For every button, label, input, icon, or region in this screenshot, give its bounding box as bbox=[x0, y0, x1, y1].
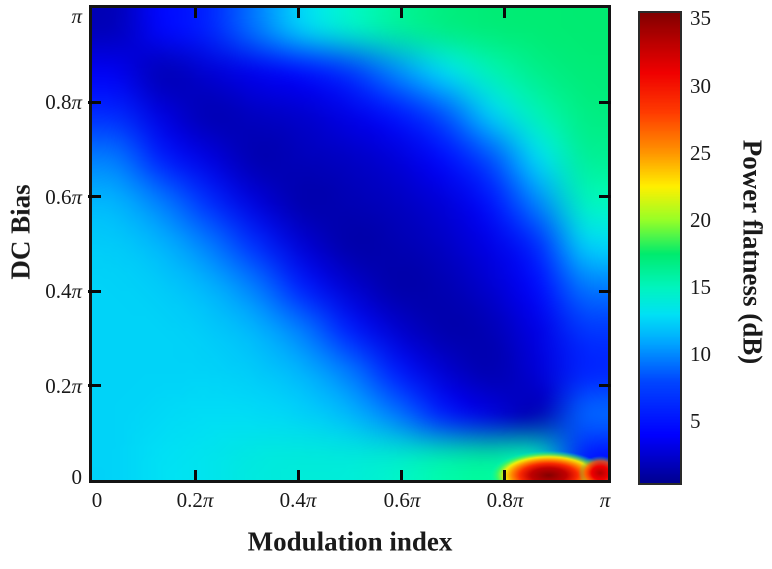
axis-tick bbox=[400, 470, 404, 480]
colorbar-tick-label: 35 bbox=[690, 6, 711, 30]
axis-tick bbox=[599, 100, 611, 104]
axis-tick bbox=[296, 8, 300, 18]
colorbar-tick-label: 20 bbox=[690, 208, 711, 232]
y-tick-label: 0.2π bbox=[45, 374, 82, 398]
axis-tick bbox=[599, 289, 611, 293]
colorbar-title: Power flatness (dB) bbox=[737, 139, 768, 365]
axis-tick bbox=[400, 8, 404, 18]
heatmap-canvas bbox=[92, 8, 608, 480]
y-axis-title: DC Bias bbox=[5, 184, 36, 280]
colorbar-frame bbox=[638, 11, 682, 485]
axis-tick bbox=[503, 470, 507, 480]
colorbar-tick-label: 10 bbox=[690, 342, 711, 366]
x-tick-label: 0.6π bbox=[383, 488, 421, 512]
axis-tick bbox=[88, 289, 101, 293]
x-tick-label: 0 bbox=[91, 488, 103, 512]
colorbar-tick-label: 5 bbox=[690, 409, 701, 433]
colorbar-gradient-canvas bbox=[640, 13, 680, 483]
y-tick-label: 0 bbox=[71, 465, 83, 489]
axis-tick bbox=[193, 8, 197, 18]
plot-area-frame bbox=[89, 5, 611, 483]
x-tick-label: 0.8π bbox=[486, 488, 524, 512]
y-tick-label: 0.6π bbox=[45, 185, 82, 209]
axis-tick bbox=[296, 470, 300, 480]
y-tick-label: 0.8π bbox=[45, 90, 82, 114]
axis-tick bbox=[88, 195, 101, 199]
axis-tick bbox=[503, 8, 507, 18]
x-axis-title: Modulation index bbox=[247, 526, 453, 557]
axis-tick bbox=[88, 384, 101, 388]
x-tick-label: 0.4π bbox=[279, 488, 317, 512]
x-tick-label: π bbox=[599, 488, 611, 512]
x-tick-label: 0.2π bbox=[176, 488, 214, 512]
axis-tick bbox=[599, 384, 611, 388]
y-tick-label: π bbox=[71, 4, 82, 28]
colorbar-tick-label: 15 bbox=[690, 275, 711, 299]
axis-tick bbox=[88, 100, 101, 104]
y-tick-label: 0.4π bbox=[45, 279, 82, 303]
axis-tick bbox=[599, 195, 611, 199]
colorbar-tick-label: 25 bbox=[690, 141, 711, 165]
colorbar-tick-label: 30 bbox=[690, 74, 711, 98]
axis-tick bbox=[193, 470, 197, 480]
